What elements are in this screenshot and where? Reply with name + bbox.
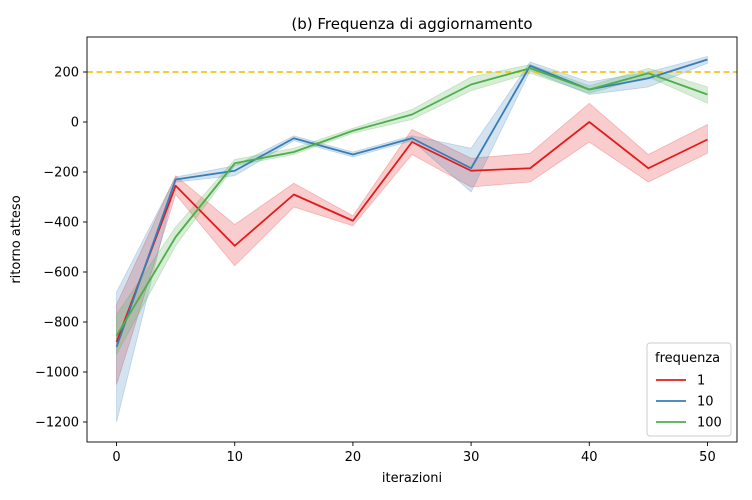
legend: frequenza 1 10 100 [646, 342, 732, 437]
x-tick-label: 10 [226, 450, 243, 465]
y-axis-ticks: −1200 −1000 −800 −600 −400 −200 0 200 [35, 66, 87, 431]
y-tick-label: −600 [43, 266, 79, 281]
y-tick-label: −400 [43, 216, 79, 231]
confidence-band-1 [116, 102, 708, 385]
plot-area-frame [86, 36, 738, 443]
x-tick-label: 40 [581, 450, 598, 465]
y-tick-label: −1200 [35, 416, 79, 431]
series-line-10 [115, 58, 708, 348]
confidence-band-100 [116, 64, 708, 355]
y-tick-label: 0 [71, 116, 79, 131]
y-tick-label: −200 [43, 166, 79, 181]
x-tick-label: 50 [699, 450, 716, 465]
legend-title: frequenza [655, 351, 720, 366]
chart-title: (b) Frequenza di aggiornamento [291, 15, 532, 33]
legend-label-1: 1 [697, 374, 705, 389]
x-axis-label: iterazioni [382, 471, 442, 486]
x-axis-ticks: 0 10 20 30 40 50 [112, 442, 716, 465]
x-tick-label: 30 [463, 450, 480, 465]
series-lines [115, 58, 708, 348]
y-tick-label: −1000 [35, 366, 79, 381]
legend-label-10: 10 [697, 395, 714, 410]
x-tick-label: 20 [345, 450, 362, 465]
series-line-1 [115, 121, 708, 343]
confidence-bands [116, 55, 708, 423]
y-tick-label: 200 [54, 66, 79, 81]
y-axis-label: ritorno atteso [9, 195, 24, 283]
confidence-band-10 [116, 55, 708, 423]
legend-label-100: 100 [697, 416, 722, 431]
y-tick-label: −800 [43, 316, 79, 331]
series-line-100 [115, 67, 708, 337]
legend-box [646, 342, 732, 437]
x-tick-label: 0 [112, 450, 120, 465]
